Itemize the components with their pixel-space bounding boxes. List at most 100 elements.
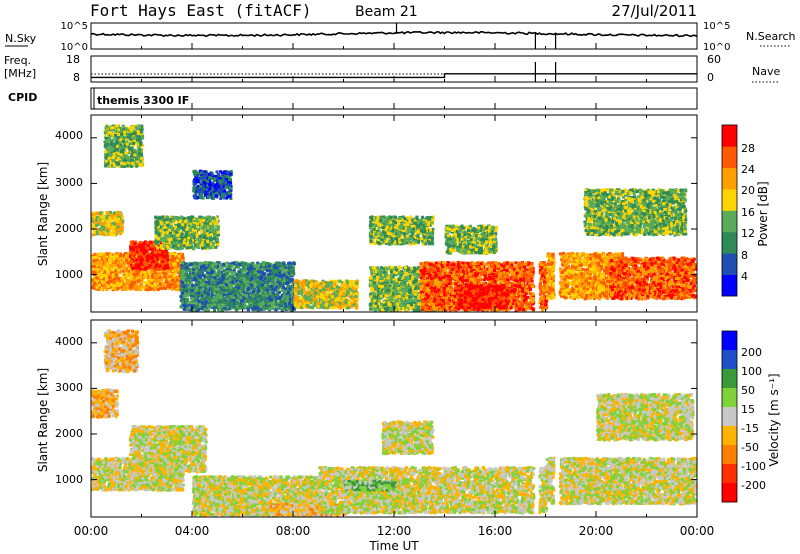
power-cell-1714 [159, 267, 163, 271]
power-cell-1304 [156, 288, 160, 292]
power-cell-2064 [107, 133, 111, 137]
power-cell-2359 [119, 224, 123, 227]
power-cell-2319 [111, 147, 115, 151]
power-cell-1623 [158, 267, 161, 271]
power-cell-3351 [205, 243, 209, 247]
power-cell-863 [149, 270, 153, 274]
power-cell-1282 [108, 263, 112, 267]
power-cell-4616 [271, 307, 275, 311]
power-cell-1568 [156, 258, 160, 261]
power-cell-2315 [133, 132, 137, 136]
power-cell-2569 [100, 231, 104, 235]
power-cell-1629 [136, 250, 139, 254]
power-cell-1030 [113, 265, 117, 269]
power-cell-881 [108, 283, 112, 287]
power-cell-2542 [119, 220, 123, 224]
power-cell-878 [95, 280, 99, 284]
power-cell-1118 [114, 269, 118, 273]
power-cell-3342 [176, 234, 180, 237]
power-cell-4853 [232, 287, 236, 291]
power-cell-775 [109, 257, 113, 261]
power-cell-651 [164, 286, 167, 290]
power-cell-2585 [99, 211, 103, 215]
power-cell-515 [111, 270, 115, 274]
power-cell-3301 [157, 232, 161, 236]
power-cell-2322 [114, 129, 118, 133]
power-cell-934 [137, 285, 141, 288]
power-cell-3333 [173, 234, 177, 238]
power-cell-1263 [111, 286, 115, 290]
power-cell-2290 [132, 141, 136, 145]
power-cell-2280 [112, 164, 116, 167]
power-cell-3341 [165, 218, 169, 221]
power-cell-1287 [158, 283, 162, 287]
power-cell-842 [106, 273, 110, 277]
power-cell-2600 [91, 213, 95, 217]
power-cell-1450 [146, 267, 150, 271]
power-cell-3036 [212, 241, 216, 245]
power-cell-2567 [117, 217, 121, 221]
power-cell-1556 [138, 240, 142, 244]
power-cell-1226 [150, 284, 154, 288]
power-cell-2328 [125, 156, 129, 160]
power-cell-2312 [119, 143, 123, 147]
power-cell-790 [160, 276, 164, 280]
power-cell-2289 [110, 141, 113, 145]
power-cell-2098 [131, 152, 135, 156]
power-cell-1178 [100, 276, 103, 279]
power-cell-2210 [127, 130, 131, 134]
power-cell-662 [97, 265, 100, 269]
power-cell-2980 [214, 245, 218, 249]
power-cell-13 [131, 286, 135, 290]
power-cell-1926 [117, 164, 121, 168]
power-cell-2136 [136, 132, 139, 136]
power-cell-2292 [121, 140, 125, 143]
power-cell-1007 [166, 277, 170, 281]
power-cell-904 [156, 273, 160, 277]
power-cell-2161 [131, 149, 134, 153]
power-cell-1127 [101, 257, 105, 261]
power-cell-3152 [198, 215, 202, 219]
power-cell-920 [148, 282, 152, 286]
power-cell-3398 [196, 245, 199, 249]
power-cell-2252 [121, 151, 125, 154]
power-cell-2055 [124, 135, 128, 139]
power-cell-2597 [108, 227, 112, 231]
power-cell-3320 [179, 247, 183, 251]
power-cell-3281 [192, 234, 196, 238]
power-cell-747 [121, 275, 125, 279]
power-cell-3356 [213, 236, 217, 240]
power-cell-3331 [199, 220, 203, 224]
power-cell-263 [130, 262, 134, 265]
power-cell-1194 [122, 263, 126, 267]
power-cell-908 [168, 264, 172, 268]
power-cell-559 [155, 280, 159, 284]
power-cell-2281 [104, 164, 108, 168]
power-cell-32 [98, 269, 102, 273]
power-cell-1160 [168, 261, 172, 265]
power-cell-1073 [119, 282, 123, 286]
power-cell-2146 [141, 136, 145, 140]
power-cell-2282 [121, 124, 125, 128]
power-cell-1562 [136, 252, 140, 256]
power-cell-894 [158, 276, 162, 280]
power-cell-2167 [118, 155, 122, 159]
power-cell-1072 [121, 269, 125, 273]
freq-right-tick-top: 60 [707, 53, 721, 66]
power-cell-1793 [110, 134, 114, 138]
power-cell-421 [173, 271, 176, 275]
power-cell-2590 [119, 213, 123, 217]
power-cell-3394 [210, 237, 214, 241]
power-cell-3146 [197, 228, 201, 232]
power-cell-3228 [209, 233, 213, 236]
power-cell-3317 [160, 221, 164, 225]
power-cell-3390 [209, 222, 213, 226]
power-cell-1632 [163, 258, 166, 262]
power-cell-1307 [170, 267, 174, 271]
power-cell-978 [126, 284, 130, 288]
power-cell-3235 [165, 244, 169, 248]
power-cell-2148 [116, 136, 120, 140]
power-cell-1191 [106, 270, 110, 274]
power-cell-898 [120, 277, 124, 281]
